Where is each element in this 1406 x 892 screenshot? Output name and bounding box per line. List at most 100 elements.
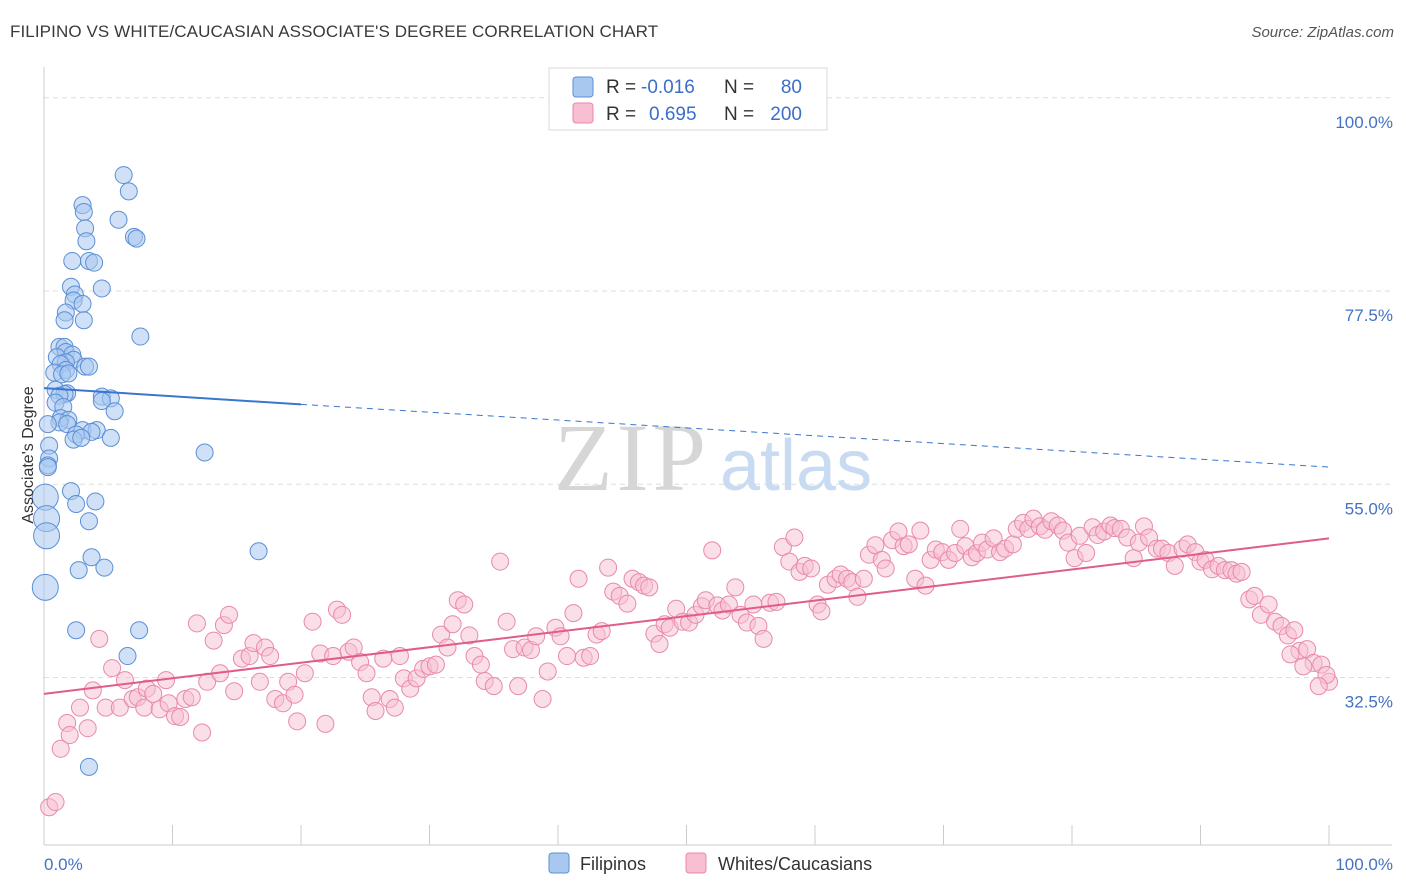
point-whites xyxy=(289,713,306,730)
point-whites xyxy=(539,663,556,680)
bottom-legend-swatch-whites xyxy=(686,853,706,873)
point-whites xyxy=(912,522,929,539)
point-whites xyxy=(485,678,502,695)
point-whites xyxy=(188,615,205,632)
point-whites xyxy=(641,579,658,596)
point-filipinos xyxy=(119,648,136,665)
point-whites xyxy=(325,648,342,665)
y-tick-label: 32.5% xyxy=(1345,693,1393,712)
point-whites xyxy=(79,720,96,737)
point-whites xyxy=(492,553,509,570)
point-whites xyxy=(172,709,189,726)
point-filipinos xyxy=(250,543,267,560)
legend-r-label-filipinos: R = xyxy=(606,77,636,98)
point-whites xyxy=(183,689,200,706)
y-tick-label: 55.0% xyxy=(1345,499,1393,518)
legend: R = -0.016 N = 80 R = 0.695 N = 200 xyxy=(549,68,827,130)
point-whites xyxy=(304,613,321,630)
legend-n-value-filipinos: 80 xyxy=(781,77,802,98)
legend-r-label-whites: R = xyxy=(606,104,636,125)
point-whites xyxy=(803,560,820,577)
legend-n-value-whites: 200 xyxy=(770,104,802,125)
point-whites xyxy=(334,606,351,623)
point-whites xyxy=(727,579,744,596)
legend-swatch-filipinos xyxy=(573,77,593,97)
point-filipinos xyxy=(39,459,56,476)
point-filipinos xyxy=(78,233,95,250)
y-tick-label: 100.0% xyxy=(1335,113,1393,132)
point-filipinos xyxy=(74,295,91,312)
point-whites xyxy=(194,724,211,741)
x-tick-label-start: 0.0% xyxy=(44,855,83,874)
point-whites xyxy=(952,520,969,537)
grid-lines xyxy=(44,98,1392,678)
watermark-zip: ZIP xyxy=(554,404,710,511)
point-whites xyxy=(221,606,238,623)
point-whites xyxy=(558,648,575,665)
point-whites xyxy=(251,673,268,690)
point-filipinos xyxy=(106,403,123,420)
point-whites xyxy=(534,690,551,707)
point-filipinos xyxy=(110,211,127,228)
point-whites xyxy=(444,616,461,633)
point-filipinos xyxy=(80,758,97,775)
point-filipinos xyxy=(86,254,103,271)
series-whites-points xyxy=(41,510,1338,816)
point-filipinos xyxy=(75,203,92,220)
bottom-legend: Filipinos Whites/Caucasians xyxy=(549,853,872,874)
point-filipinos xyxy=(96,559,113,576)
point-filipinos xyxy=(80,513,97,530)
point-filipinos xyxy=(80,358,97,375)
bottom-legend-label-filipinos: Filipinos xyxy=(580,854,646,874)
point-whites xyxy=(116,672,133,689)
point-filipinos xyxy=(115,167,132,184)
point-whites xyxy=(768,593,785,610)
legend-swatch-whites xyxy=(573,103,593,123)
point-whites xyxy=(600,559,617,576)
point-filipinos xyxy=(56,312,73,329)
point-whites xyxy=(358,665,375,682)
point-whites xyxy=(1310,678,1327,695)
point-whites xyxy=(226,683,243,700)
point-whites xyxy=(813,603,830,620)
point-whites xyxy=(528,628,545,645)
point-whites xyxy=(286,686,303,703)
point-whites xyxy=(900,536,917,553)
trend-line-filipinos xyxy=(44,388,301,404)
scatter-plot: ZIP atlas 32.5%55.0%77.5%100.0% 0.0% 100.… xyxy=(0,0,1406,892)
point-filipinos xyxy=(132,328,149,345)
point-whites xyxy=(91,630,108,647)
point-whites xyxy=(47,794,64,811)
point-filipinos xyxy=(64,252,81,269)
point-whites xyxy=(1286,622,1303,639)
legend-r-value-filipinos: -0.016 xyxy=(641,77,695,98)
point-whites xyxy=(205,632,222,649)
y-tick-labels: 32.5%55.0%77.5%100.0% xyxy=(1335,113,1393,712)
watermark: ZIP atlas xyxy=(554,404,872,511)
point-whites xyxy=(427,656,444,673)
point-whites xyxy=(84,682,101,699)
point-filipinos xyxy=(34,523,60,549)
point-filipinos xyxy=(60,365,77,382)
bottom-legend-swatch-filipinos xyxy=(549,853,569,873)
point-whites xyxy=(104,660,121,677)
point-whites xyxy=(1233,563,1250,580)
legend-n-label-whites: N = xyxy=(724,104,754,125)
point-whites xyxy=(855,570,872,587)
point-filipinos xyxy=(93,280,110,297)
point-filipinos xyxy=(196,444,213,461)
point-whites xyxy=(510,678,527,695)
point-whites xyxy=(71,699,88,716)
point-whites xyxy=(570,570,587,587)
y-axis-label: Associate's Degree xyxy=(20,386,37,523)
point-whites xyxy=(296,665,313,682)
point-whites xyxy=(1166,557,1183,574)
point-filipinos xyxy=(75,312,92,329)
point-whites xyxy=(145,685,162,702)
point-whites xyxy=(1125,550,1142,567)
legend-r-value-whites: 0.695 xyxy=(649,104,697,125)
point-whites xyxy=(582,648,599,665)
point-whites xyxy=(745,596,762,613)
point-filipinos xyxy=(87,493,104,510)
legend-n-label-filipinos: N = xyxy=(724,77,754,98)
